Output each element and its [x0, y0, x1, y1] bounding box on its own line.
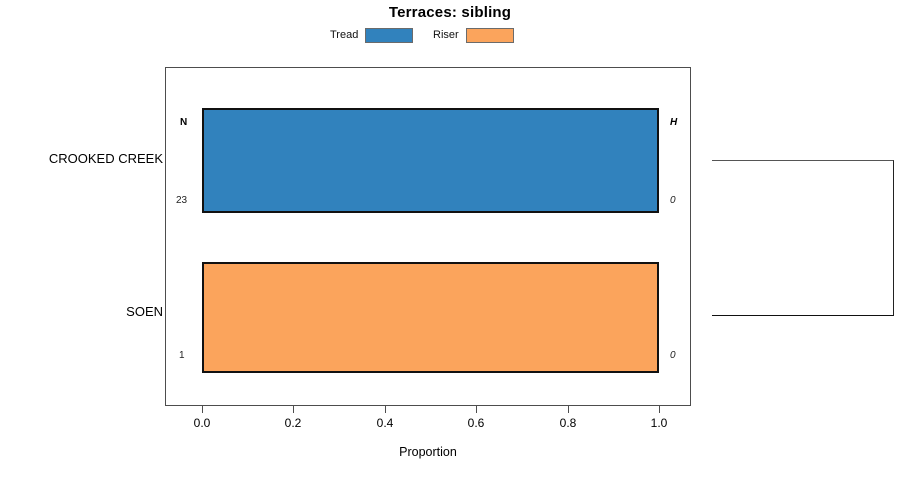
x-tick-label-0: 0.0	[193, 416, 211, 430]
legend-item-tread[interactable]: Tread	[330, 26, 414, 44]
bar-annotation-bottom-left-0: 23	[176, 195, 188, 206]
x-tick-label-2: 0.4	[376, 416, 394, 430]
x-tick-label-4: 0.8	[559, 416, 577, 430]
x-axis-title: Proportion	[399, 445, 457, 459]
legend-item-riser[interactable]: Riser	[433, 26, 514, 44]
legend-label-tread: Tread	[330, 29, 359, 41]
bar-annotation-bottom-right-1: 0	[670, 350, 676, 361]
bar-annotation-top-left-0: N	[180, 117, 188, 128]
x-tick-mark-2	[385, 406, 386, 413]
secondary-panel	[712, 160, 894, 316]
y-axis-label-crooked-creek: CROOKED CREEK	[48, 151, 163, 166]
chart-title: Terraces: sibling	[388, 4, 512, 21]
x-tick-label-1: 0.2	[284, 416, 302, 430]
x-tick-label-3: 0.6	[467, 416, 485, 430]
legend-swatch-riser	[465, 27, 514, 43]
bar-soen-riser[interactable]	[202, 262, 659, 373]
bar-crooked-creek-tread[interactable]	[202, 108, 659, 213]
bar-annotation-bottom-right-0: 0	[670, 195, 676, 206]
legend-swatch-tread	[365, 27, 414, 43]
legend-label-riser: Riser	[433, 29, 459, 41]
y-axis-label-soen: SOEN	[126, 304, 163, 319]
y-axis-labels: CROOKED CREEK SOEN	[0, 0, 163, 480]
bar-annotation-bottom-left-1: 1	[179, 350, 185, 361]
x-axis: 0.0 0.2 0.4 0.6 0.8 1.0	[0, 406, 900, 436]
x-tick-mark-1	[293, 406, 294, 413]
x-tick-mark-0	[202, 406, 203, 413]
x-tick-mark-3	[476, 406, 477, 413]
x-tick-label-5: 1.0	[650, 416, 668, 430]
bar-annotation-top-right-0: H	[670, 117, 678, 128]
x-tick-mark-5	[659, 406, 660, 413]
x-tick-mark-4	[568, 406, 569, 413]
chart-legend: Tread Riser	[330, 26, 570, 46]
